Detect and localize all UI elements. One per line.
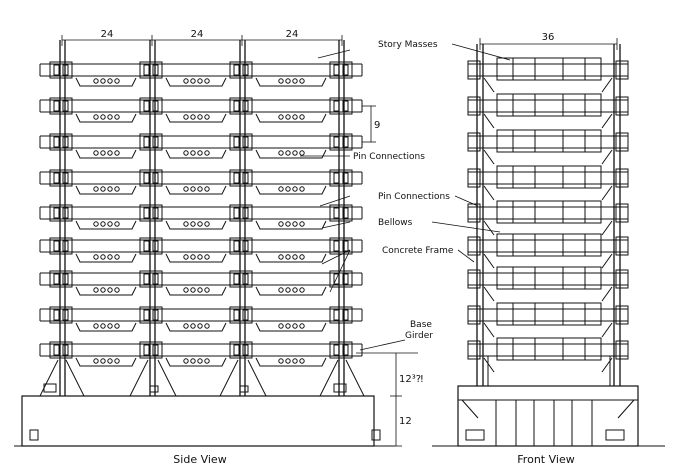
side-floor-3 [39, 133, 363, 159]
callout-girder: Girder [405, 331, 433, 341]
front-floor-2 [467, 93, 629, 129]
callout-base: Base [410, 320, 432, 330]
dim-girder-gap: 12³⁈ [399, 374, 423, 385]
side-floor-9 [39, 341, 363, 367]
front-floor-5 [467, 200, 629, 236]
callout-pin-connections-2: Pin Connections [378, 192, 450, 202]
dim-span-2: 24 [191, 29, 204, 40]
story-height-dimension [362, 105, 376, 143]
front-floor-3 [467, 129, 629, 165]
callout-leaders [300, 43, 511, 351]
side-view-caption: Side View [173, 453, 226, 466]
dim-front-width: 36 [542, 32, 555, 43]
front-base [457, 385, 639, 447]
front-floor-7 [467, 266, 629, 302]
front-top-dimension [479, 38, 618, 50]
front-floors [467, 57, 629, 373]
callout-concrete-frame: Concrete Frame [382, 246, 454, 256]
side-floor-4 [39, 169, 363, 195]
callout-story-masses: Story Masses [378, 40, 438, 50]
front-columns [476, 44, 621, 386]
front-floor-9 [467, 337, 629, 373]
side-base-girder [21, 395, 375, 447]
side-bottom-braces [39, 359, 365, 397]
callout-pin-connections-1: Pin Connections [353, 152, 425, 162]
base-dimensions [356, 352, 418, 447]
side-floor-5 [39, 204, 363, 230]
side-anchors [29, 383, 381, 441]
front-view-caption: Front View [517, 453, 574, 466]
front-view: 36 Front View [432, 32, 665, 466]
dim-base-height: 12 [399, 416, 412, 427]
side-columns [59, 40, 345, 396]
side-floor-7 [39, 270, 363, 296]
side-floor-8 [39, 306, 363, 332]
front-floor-6 [467, 233, 629, 269]
callout-bellows: Bellows [378, 218, 413, 228]
front-floor-8 [467, 302, 629, 338]
dim-story-height: 9 [374, 120, 380, 131]
dim-span-1: 24 [101, 29, 114, 40]
side-top-dimension [61, 35, 343, 46]
front-base-details [458, 399, 638, 447]
front-floor-1 [467, 57, 629, 93]
side-view: 24 24 24 9 12³⁈ 12 Side View [14, 29, 423, 466]
dim-span-3: 24 [286, 29, 299, 40]
side-floors [39, 61, 363, 367]
side-floor-2 [39, 97, 363, 123]
side-floor-1 [39, 61, 363, 87]
front-floor-4 [467, 165, 629, 201]
side-floor-6 [39, 237, 363, 263]
